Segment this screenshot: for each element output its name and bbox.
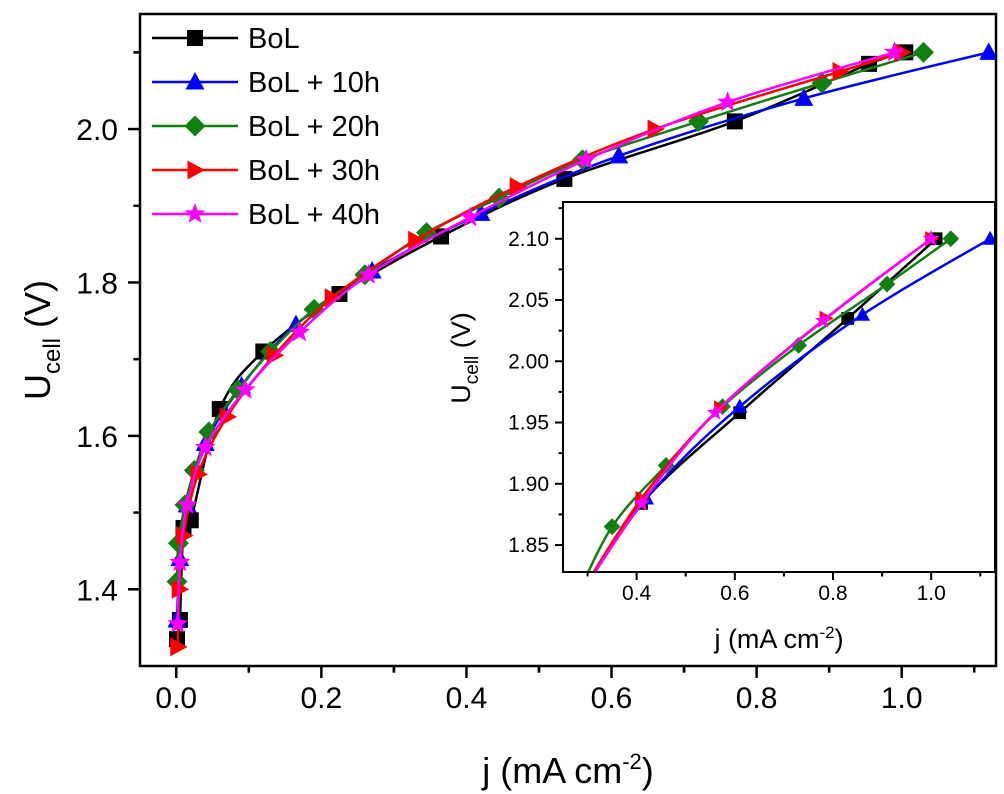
x-tick-label: 1.0 <box>881 682 923 715</box>
legend-marker <box>187 30 203 46</box>
data-point <box>358 263 379 284</box>
series-4 <box>167 41 905 633</box>
legend-label: BoL <box>248 23 300 55</box>
inset-ticks: 0.4 0.6 0.8 1.0 1.85 1.90 1.95 2.00 2.05 2.10 <box>508 207 982 605</box>
legend-label: BoL + 10h <box>248 67 380 99</box>
x-axis-title: j (mA cm-2) <box>481 749 654 791</box>
main-ticks: 0.0 0.2 0.4 0.6 0.8 1.0 1.4 1.6 1.8 2.0 <box>76 51 976 715</box>
data-point <box>234 378 256 399</box>
legend-entry: BoL + 20h <box>152 111 380 143</box>
y-tick-label: 2.00 <box>508 350 549 373</box>
inset-plot: 0.4 0.6 0.8 1.0 1.85 1.90 1.95 2.00 2.05 2.10 j (… <box>446 201 996 654</box>
series-4 <box>593 230 940 572</box>
main-series <box>166 41 996 657</box>
legend-label: BoL + 40h <box>248 199 380 231</box>
data-point <box>633 494 650 511</box>
data-point <box>167 612 189 633</box>
data-point <box>190 464 209 484</box>
legend-marker <box>185 72 205 90</box>
data-point <box>433 228 450 245</box>
y-tick-label: 1.6 <box>76 421 118 454</box>
data-point <box>219 407 238 427</box>
data-point <box>982 230 995 245</box>
main-plot: 0.0 0.2 0.4 0.6 0.8 1.0 1.4 1.6 1.8 2.0 j (mA cm-… <box>17 12 998 791</box>
data-point <box>575 148 597 169</box>
data-point <box>170 637 188 657</box>
y-tick-label: 1.4 <box>76 574 118 607</box>
legend-entry: BoL <box>152 23 300 55</box>
data-point <box>509 177 528 197</box>
series-line <box>176 51 903 647</box>
y-tick-label: 1.85 <box>508 534 549 557</box>
y-tick-label: 2.05 <box>508 289 549 312</box>
legend-marker <box>187 160 205 180</box>
y-tick-label: 1.95 <box>508 412 549 435</box>
data-point <box>169 551 191 572</box>
inset-y-axis-title: Ucell (V) <box>446 312 483 404</box>
y-axis-title: Ucell (V) <box>17 280 66 400</box>
data-point <box>603 518 621 536</box>
x-tick-label: 0.2 <box>300 682 342 715</box>
data-point <box>942 230 960 248</box>
data-point <box>717 91 739 112</box>
legend-label: BoL + 20h <box>248 111 380 143</box>
data-point <box>922 230 940 246</box>
data-point <box>194 436 216 457</box>
legend: BoL BoL + 10h BoL + 20h BoL + 30h BoL + 40h <box>152 23 380 231</box>
legend-marker <box>184 115 206 137</box>
data-point <box>854 306 871 321</box>
data-point <box>979 42 996 60</box>
legend-entry: BoL + 40h <box>152 199 380 231</box>
data-point <box>408 230 426 250</box>
legend-marker <box>184 203 206 223</box>
y-tick-label: 2.0 <box>76 114 118 147</box>
data-point <box>790 336 808 354</box>
legend-entry: BoL + 30h <box>152 155 380 187</box>
data-point <box>832 62 851 82</box>
legend-label: BoL + 30h <box>248 155 380 187</box>
data-point <box>912 41 934 63</box>
inset-series <box>586 230 995 572</box>
data-point <box>324 288 343 308</box>
x-tick-label: 0.4 <box>622 582 652 605</box>
data-point <box>289 321 311 342</box>
data-point <box>176 493 198 514</box>
inset-plot-frame <box>562 201 996 573</box>
data-point <box>609 145 629 164</box>
x-tick-label: 0.4 <box>446 682 488 715</box>
x-tick-label: 0.6 <box>720 582 749 605</box>
y-tick-label: 1.8 <box>76 267 118 300</box>
series-3 <box>170 42 912 657</box>
x-tick-label: 0.8 <box>736 682 778 715</box>
data-point <box>814 312 832 328</box>
data-point <box>884 41 905 62</box>
x-tick-label: 0.0 <box>155 682 197 715</box>
data-point <box>794 88 814 106</box>
y-tick-label: 2.10 <box>508 228 549 251</box>
x-tick-label: 0.8 <box>818 582 847 605</box>
y-tick-label: 1.90 <box>508 473 549 496</box>
data-point <box>706 403 724 420</box>
data-point <box>176 526 194 546</box>
data-point <box>732 398 748 413</box>
data-point <box>171 579 190 599</box>
legend-entry: BoL + 10h <box>152 67 380 99</box>
inset-x-axis-title: j (mA cm-2) <box>713 623 843 654</box>
data-point <box>878 275 896 293</box>
x-tick-label: 1.0 <box>917 582 946 605</box>
x-tick-label: 0.6 <box>591 682 633 715</box>
data-point <box>459 206 481 227</box>
